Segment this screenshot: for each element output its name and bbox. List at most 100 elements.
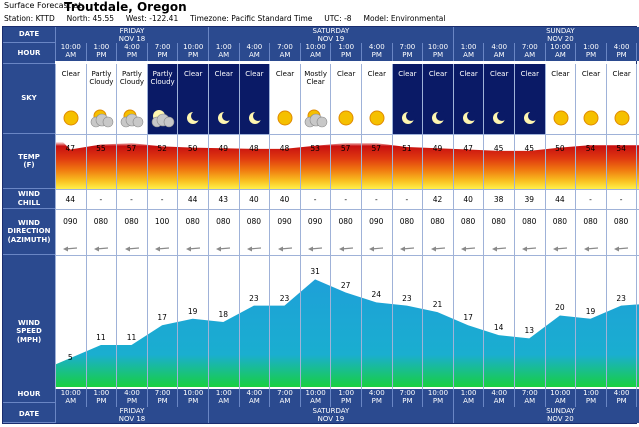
temperature-band [55, 134, 639, 189]
hour-cell-bottom: 4:00 PM [116, 389, 147, 407]
grid-line [422, 134, 424, 389]
grid-line [452, 134, 454, 389]
wind-direction-value: 080 [399, 217, 415, 226]
page-title: Troutdale, Oregon [64, 0, 187, 14]
wind-arrow-icon [246, 237, 261, 252]
sky-cell: Partly Cloudy [85, 64, 117, 134]
day-name: SATURDAY [312, 407, 350, 415]
wind-chill-value: - [405, 195, 409, 204]
temperature-value: 54 [585, 144, 596, 153]
temperature-value: 54 [616, 144, 626, 153]
temp-unit-label: (F) [23, 161, 35, 169]
hour-time: 4:00 [124, 43, 140, 51]
grid-line [177, 134, 179, 389]
sky-cell: Clear [605, 64, 637, 134]
hour-time: 10:00 [60, 43, 81, 51]
grid-line [116, 134, 118, 389]
wind-speed-label-1: WIND [18, 319, 40, 328]
sky-cell: Partly Cloudy [116, 64, 147, 134]
sky-cell: Mostly Clear [636, 64, 639, 134]
hour-time: 7:00 [277, 389, 293, 397]
hour-ampm: AM [554, 397, 566, 405]
wind-direction-value: 080 [613, 217, 629, 226]
wind-speed-value: 17 [157, 313, 167, 323]
hour-ampm: PM [341, 397, 352, 405]
grid-line [85, 134, 87, 389]
temperature-value: 47 [65, 144, 76, 153]
wind-arrow-icon [308, 237, 323, 252]
hour-cell-bottom: 7:00 AM [269, 389, 300, 407]
wind-chill-value: 44 [555, 195, 565, 204]
wind-direction-value: 080 [93, 217, 109, 226]
hour-time: 10:00 [305, 389, 326, 397]
grid-line [55, 189, 639, 190]
sky-cell: Mostly Clear [299, 64, 331, 134]
hour-ampm: AM [279, 51, 291, 59]
sky-condition: Clear [612, 70, 631, 78]
date-band-saturday-bottom: SATURDAY NOV 19 [208, 407, 453, 423]
date-band-sunday: SUNDAY NOV 20 [452, 27, 639, 43]
moon-icon [524, 111, 538, 124]
hour-cell-bottom: 1:00 AM [208, 389, 239, 407]
day-name: SATURDAY [312, 27, 350, 35]
forecast-header: Surface Forecast at Troutdale, Oregon St… [2, 0, 637, 26]
date-band-sunday-bottom: SUNDAY NOV 20 [452, 407, 639, 423]
hour-ampm: AM [248, 51, 260, 59]
hour-cell: 7:00 AM [514, 43, 545, 61]
wind-chill-value: - [130, 195, 133, 204]
hour-time: 1:00 [93, 389, 110, 397]
hour-label: HOUR [17, 48, 41, 57]
sky-condition: Clear [520, 70, 539, 78]
sky-cell: Clear [391, 64, 423, 134]
hour-ampm: AM [65, 397, 77, 405]
hour-cell: 1:00 AM [452, 43, 484, 61]
wind-speed-value: 23 [616, 293, 626, 303]
temperature-value: 57 [371, 144, 382, 153]
hour-ampm: AM [524, 397, 536, 405]
hour-ampm: AM [279, 397, 291, 405]
hour-time: 10:00 [305, 43, 326, 51]
day-name: FRIDAY [119, 27, 145, 35]
wind-arrow-icon [522, 237, 537, 252]
sky-condition: Clear [275, 70, 295, 78]
hour-time: 1:00 [215, 43, 232, 51]
wind-speed-area [55, 279, 639, 387]
wind-speed-value: 17 [463, 313, 473, 323]
hour-time: 7:00 [399, 43, 416, 51]
temperature-value: 50 [187, 144, 198, 153]
moon-icon [432, 111, 447, 124]
sky-cell: Clear [575, 64, 606, 134]
hour-cell-bottom: 10:00 PM [177, 389, 208, 407]
hour-cell: 10:00 PM [177, 43, 208, 61]
hour-ampm: PM [188, 397, 199, 405]
hour-time: 4:00 [368, 389, 385, 397]
sky-cell: Clear [422, 64, 453, 134]
hour-time: 4:00 [613, 389, 630, 397]
wind-chill-value: - [313, 195, 317, 204]
hour-ampm: AM [493, 51, 505, 59]
wind-arrow-icon [277, 237, 292, 252]
hour-cell-bottom: 4:00 PM [361, 389, 392, 407]
sun-icon [583, 110, 599, 126]
temperature-curve [55, 134, 639, 151]
hour-ampm: PM [188, 51, 199, 59]
header-prefix: Surface Forecast at [4, 1, 82, 10]
sky-condition: Clear [459, 70, 478, 78]
wind-direction-value: 090 [63, 217, 78, 226]
hour-time: 7:00 [521, 389, 538, 397]
wind-direction-label-1: WIND [18, 219, 40, 228]
wind-chill-value: 42 [432, 195, 443, 204]
wind-chill-value: - [589, 195, 592, 204]
hour-ampm: AM [248, 397, 260, 405]
wind-direction-value: 090 [307, 217, 323, 226]
day-date: NOV 18 [118, 415, 146, 423]
hour-time: 1:00 [460, 389, 477, 397]
sky-condition: Clear [367, 70, 386, 78]
hour-time: 1:00 [460, 43, 477, 51]
hour-time: 4:00 [124, 389, 140, 397]
grid-line [636, 134, 638, 389]
wind-speed-value: 20 [555, 303, 565, 313]
wind-chill-value: 40 [279, 195, 290, 204]
